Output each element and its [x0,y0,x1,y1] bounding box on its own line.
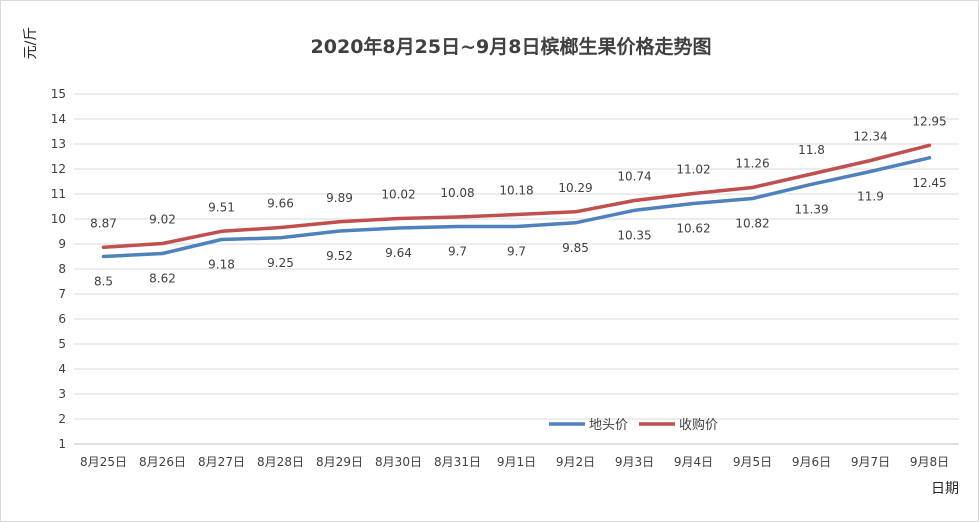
data-label: 9.89 [326,191,353,205]
x-tick-label: 8月29日 [316,455,363,469]
y-tick-label: 8 [58,262,66,276]
y-tick-label: 2 [58,412,66,426]
x-tick-label: 8月27日 [198,455,245,469]
data-label: 10.29 [558,181,592,195]
y-tick-label: 10 [51,212,66,226]
series-line-1 [101,156,932,259]
data-label: 9.64 [385,246,412,260]
data-label: 10.02 [381,188,415,202]
data-label: 9.7 [507,245,526,259]
x-tick-label: 9月2日 [556,455,595,469]
data-label: 11.8 [798,143,825,157]
x-tick-label: 9月8日 [910,455,949,469]
y-axis-title: 元/斤 [23,27,39,60]
x-tick-label: 8月28日 [257,455,304,469]
data-label: 9.25 [267,256,294,270]
data-label: 11.26 [735,157,769,171]
data-label: 9.18 [208,258,235,272]
data-label: 9.51 [208,200,235,214]
y-tick-label: 9 [58,237,66,251]
y-tick-label: 3 [58,387,66,401]
y-tick-label: 15 [51,87,66,101]
data-label: 9.7 [448,245,467,259]
data-label: 10.35 [617,228,651,242]
data-label: 11.9 [857,190,884,204]
y-tick-label: 4 [58,362,66,376]
series-line-2 [101,143,932,250]
y-tick-label: 11 [51,187,66,201]
chart-title: 2020年8月25日~9月8日槟榔生果价格走势图 [311,35,712,58]
data-label: 10.62 [676,222,710,236]
x-tick-label: 8月25日 [80,455,127,469]
data-label: 9.52 [326,249,353,263]
legend: 地头价 收购价 [549,417,718,433]
data-label: 9.02 [149,213,176,227]
y-tick-label: 1 [58,437,66,451]
x-axis-ticks: 8月25日 8月26日 8月27日 8月28日 8月29日 8月30日 8月31日 9月1日 9… [80,455,949,469]
legend-label: 收购价 [679,417,718,433]
data-label: 11.39 [794,202,828,216]
y-tick-label: 14 [51,112,66,126]
x-tick-label: 9月1日 [497,455,536,469]
series-lines [101,143,932,259]
y-tick-label: 12 [51,162,66,176]
data-label: 12.45 [912,176,946,190]
data-label: 11.02 [676,163,710,177]
data-label: 8.5 [94,275,113,289]
y-tick-label: 5 [58,337,66,351]
y-tick-label: 13 [51,137,66,151]
data-label: 10.82 [735,217,769,231]
legend-label: 地头价 [589,418,628,433]
x-tick-label: 9月4日 [674,455,713,469]
y-tick-label: 6 [58,312,66,326]
y-tick-label: 7 [58,287,66,301]
x-tick-label: 9月6日 [792,455,831,469]
grid-lines [74,93,959,445]
x-tick-label: 8月30日 [375,455,422,469]
data-labels: 8.5 8.62 9.18 9.25 9.52 9.64 9.7 9.7 9.85 10.35 10… [90,114,947,288]
x-tick-label: 8月26日 [139,455,186,469]
data-label: 8.62 [149,272,176,286]
data-label: 10.08 [440,186,474,200]
x-tick-label: 9月3日 [615,455,654,469]
x-axis-title: 日期 [931,481,959,497]
data-label: 10.74 [617,170,651,184]
data-label: 9.85 [562,241,589,255]
data-label: 10.18 [499,184,533,198]
data-label: 8.87 [90,216,117,230]
x-tick-label: 9月5日 [733,455,772,469]
data-label: 12.34 [853,130,887,144]
data-label: 9.66 [267,197,294,211]
x-tick-label: 8月31日 [434,455,481,469]
data-label: 12.95 [912,114,946,128]
x-tick-label: 9月7日 [851,455,890,469]
